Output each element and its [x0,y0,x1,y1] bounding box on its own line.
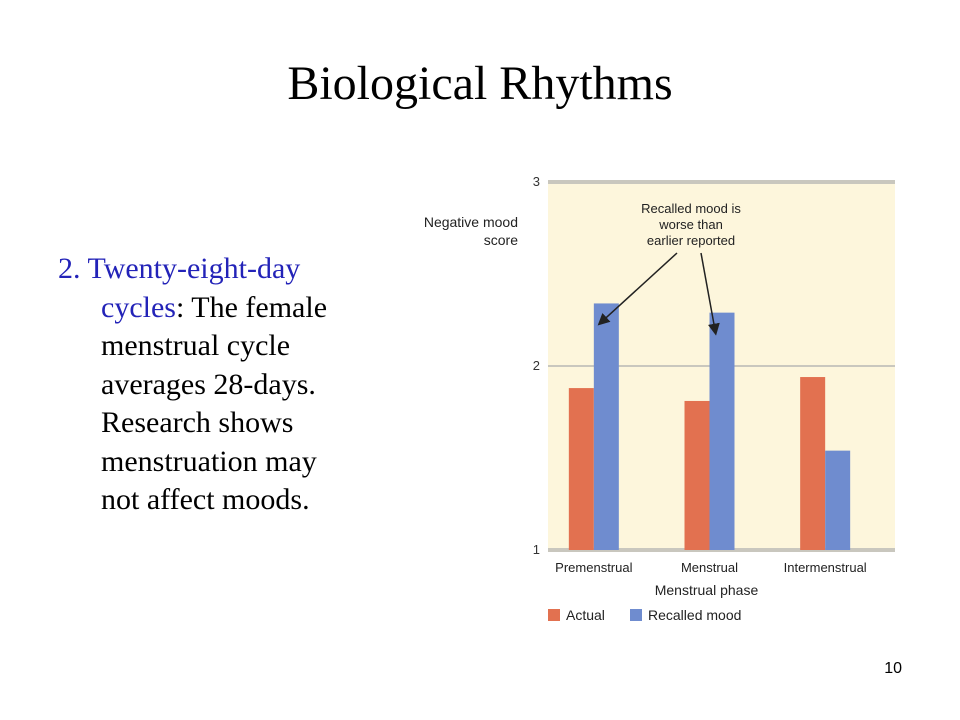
annotation-arrow [700,252,720,336]
annotation-text: earlier reported [647,233,735,248]
x-tick-label: Menstrual [681,560,738,575]
bullet-line: 2. Twenty-eight-day [58,250,418,289]
bullet-line: menstrual cycle [58,327,418,366]
bullet-body-text: Research shows [101,406,294,439]
bullet-body-text: not affect moods. [101,483,310,516]
y-tick-label: 1 [533,542,540,557]
bullet-line: cycles: The female [58,289,418,328]
legend-label: Recalled mood [648,607,741,623]
bullet-body-text: menstruation may [101,444,317,478]
bullet-body-text: : The female [175,290,328,324]
legend-swatch-actual [548,609,560,621]
bar-recalled-mood [825,450,851,550]
bullet-line: menstruation may [58,443,418,482]
legend-label: Actual [566,607,605,623]
bar-recalled-mood [593,303,619,550]
bar-recalled-mood [709,312,735,550]
y-tick-label: 3 [533,174,540,189]
y-axis-label: score [484,232,518,248]
bar-actual [800,377,826,550]
bullet-line: averages 28-days. [58,366,418,405]
bullet-body-text: menstrual cycle [101,329,291,362]
x-tick-label: Premenstrual [555,560,632,575]
bullet-line: not affect moods. [58,481,418,520]
y-axis-label: Negative mood [424,214,518,230]
bar-chart: 1 2 3 Negative mood score Premenstrual Menstru… [424,174,895,623]
bar-actual [684,400,710,550]
annotation-text: worse than [658,217,723,232]
bar-actual [568,388,594,550]
bullet-text: 2. Twenty-eight-day cycles: The female men… [58,250,418,520]
bullet-line: Research shows [58,404,418,443]
y-tick-label: 2 [533,358,540,373]
x-axis-label: Menstrual phase [655,582,759,598]
bullet-body-text: averages 28-days. [101,367,316,401]
legend-swatch-recalled [630,609,642,621]
annotation-text: Recalled mood is [641,201,741,216]
bullet-term: 2. Twenty-eight-day [58,252,301,285]
x-tick-label: Intermenstrual [784,560,867,575]
page-number: 10 [884,660,902,677]
annotation-arrow [597,252,678,326]
slide-title: Biological Rhythms [287,57,673,110]
bullet-term: cycles [101,290,176,324]
